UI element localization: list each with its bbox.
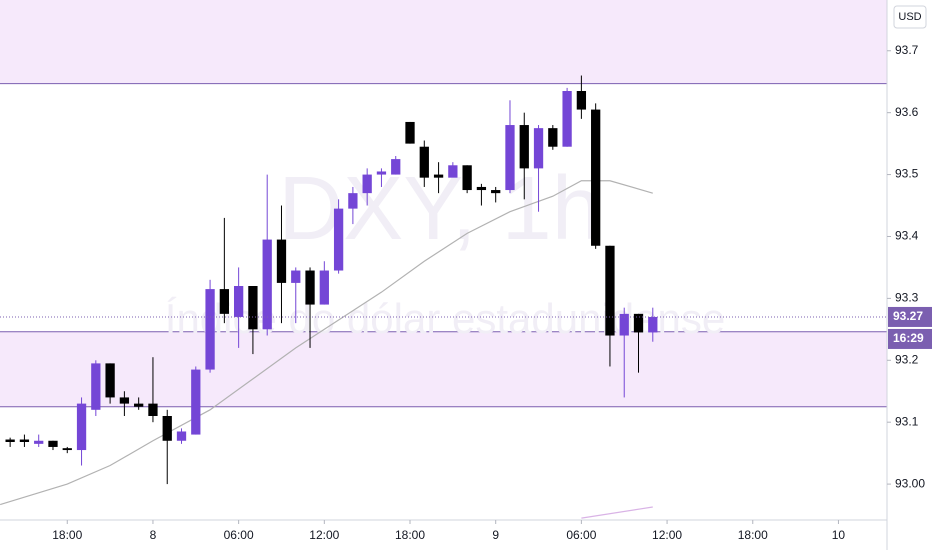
y-tick-label: 93.7 bbox=[895, 43, 919, 57]
y-tick-label: 93.4 bbox=[895, 229, 919, 243]
watermark: DXY, 1h bbox=[278, 159, 602, 259]
candle-body bbox=[248, 286, 258, 330]
watermark-subtitle: Índice do dólar estadunidense bbox=[165, 295, 725, 342]
y-tick-label: 93.1 bbox=[895, 414, 919, 428]
x-tick-label: 06:00 bbox=[224, 528, 254, 542]
candle-body bbox=[548, 128, 558, 147]
candle-body bbox=[34, 440, 44, 444]
x-tick-label: 12:00 bbox=[309, 528, 339, 542]
x-tick-label: 10 bbox=[832, 528, 846, 542]
candle-body bbox=[219, 289, 229, 314]
x-tick-label: 18:00 bbox=[395, 528, 425, 542]
zone bbox=[0, 0, 887, 84]
candle-body bbox=[362, 174, 372, 194]
candle-body bbox=[276, 239, 287, 283]
candle-body bbox=[448, 165, 458, 178]
candle-body bbox=[376, 171, 387, 175]
candle-body bbox=[391, 159, 401, 175]
countdown-box bbox=[888, 328, 932, 349]
candle-body bbox=[591, 109, 601, 246]
candle-body bbox=[419, 146, 429, 178]
candle-body bbox=[262, 239, 272, 330]
currency-label[interactable]: USD bbox=[898, 11, 921, 23]
zone bbox=[0, 331, 887, 407]
candle-body bbox=[491, 190, 501, 194]
candle-body bbox=[91, 363, 101, 410]
x-tick-label: 18:00 bbox=[52, 528, 82, 542]
candle-body bbox=[562, 91, 572, 147]
x-tick-label: 06:00 bbox=[566, 528, 596, 542]
y-tick-label: 93.5 bbox=[895, 167, 919, 181]
currency-button[interactable] bbox=[893, 5, 927, 29]
candle-body bbox=[348, 193, 358, 209]
candle-body bbox=[619, 313, 629, 336]
y-tick-label: 93.6 bbox=[895, 105, 919, 119]
y-tick-label: 93.00 bbox=[895, 476, 925, 490]
candle-body bbox=[19, 439, 30, 442]
x-tick-label: 12:00 bbox=[652, 528, 682, 542]
x-tick-label: 8 bbox=[150, 528, 157, 542]
candle-body bbox=[291, 270, 301, 283]
candle-body bbox=[576, 91, 587, 110]
candle-body bbox=[191, 369, 201, 435]
candle-body bbox=[62, 448, 72, 451]
candle-body bbox=[633, 313, 644, 333]
candle-body bbox=[519, 125, 529, 169]
candle-body bbox=[605, 245, 615, 336]
moving-average bbox=[581, 506, 653, 519]
candle-body bbox=[76, 403, 87, 451]
countdown-label: 16:29 bbox=[893, 331, 924, 345]
x-tick-label: 9 bbox=[492, 528, 499, 542]
candle-body bbox=[648, 316, 658, 333]
candle-body bbox=[505, 125, 515, 191]
candle-body bbox=[319, 270, 329, 305]
candle-body bbox=[462, 165, 472, 191]
y-tick-label: 93.2 bbox=[895, 352, 919, 366]
candle-body bbox=[148, 403, 158, 416]
candle-body bbox=[176, 431, 187, 441]
candle-body bbox=[233, 286, 244, 317]
candle-body bbox=[119, 397, 130, 404]
candle-body bbox=[134, 403, 144, 407]
candle-body bbox=[305, 270, 315, 305]
candle-body bbox=[533, 128, 544, 169]
candle-body bbox=[5, 439, 15, 442]
y-tick-label: 93.3 bbox=[895, 291, 919, 305]
current-price-label: 93.27 bbox=[893, 309, 923, 323]
candle-body bbox=[162, 416, 172, 441]
candle-body bbox=[333, 208, 344, 271]
current-price-box bbox=[888, 306, 932, 327]
moving-average bbox=[0, 180, 653, 506]
candle-body bbox=[405, 121, 415, 144]
x-tick-label: 18:00 bbox=[738, 528, 768, 542]
candle-body bbox=[105, 363, 115, 398]
candle-body bbox=[205, 289, 215, 370]
candle-body bbox=[48, 440, 58, 447]
candle-body bbox=[433, 174, 444, 178]
candle-body bbox=[476, 186, 487, 191]
